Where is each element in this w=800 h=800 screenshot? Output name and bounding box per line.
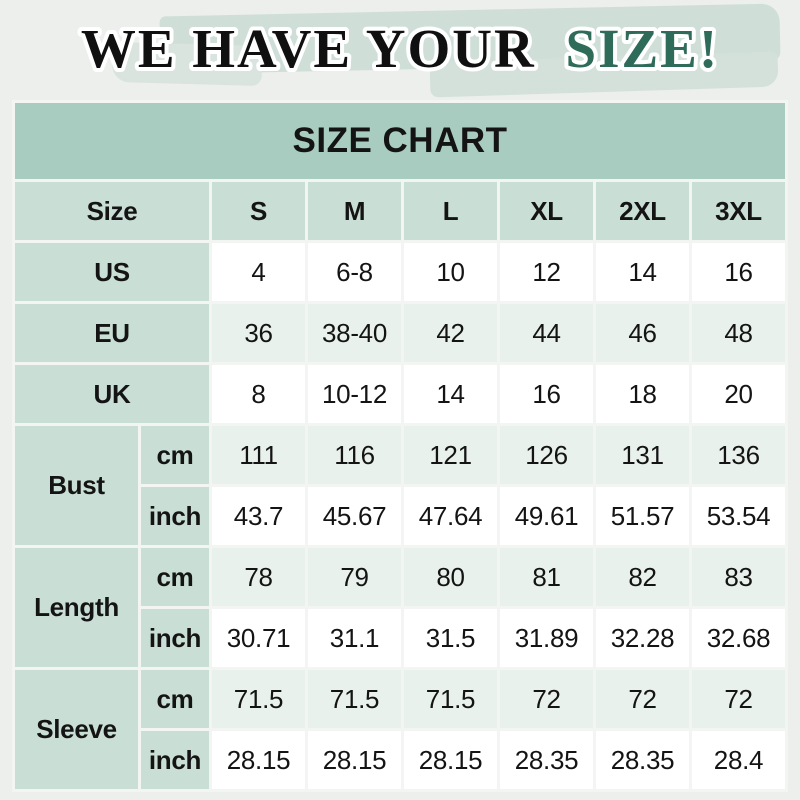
uk-value-cell: 18 xyxy=(596,365,689,423)
bust-label-cell: Bust xyxy=(15,426,138,545)
sleeve-cm-cell: 72 xyxy=(596,670,689,728)
length-cm-cell: 83 xyxy=(692,548,785,606)
bust-cm-cell: 136 xyxy=(692,426,785,484)
bust-cm-cell: 116 xyxy=(308,426,401,484)
length-cm-unit-cell: cm xyxy=(141,548,209,606)
us-value-cell: 14 xyxy=(596,243,689,301)
length-cm-cell: 82 xyxy=(596,548,689,606)
us-size-row: US 4 6-8 10 12 14 16 xyxy=(15,243,785,301)
table-title: SIZE CHART xyxy=(15,103,785,179)
size-cell-3xl: 3XL xyxy=(692,182,785,240)
us-value-cell: 16 xyxy=(692,243,785,301)
uk-value-cell: 14 xyxy=(404,365,497,423)
svg-text:WE HAVE YOUR SIZE!: WE HAVE YOUR SIZE! xyxy=(81,18,719,79)
length-inch-cell: 32.28 xyxy=(596,609,689,667)
sleeve-cm-unit-cell: cm xyxy=(141,670,209,728)
uk-value-cell: 10-12 xyxy=(308,365,401,423)
us-label-cell: US xyxy=(15,243,209,301)
length-inch-row: inch 30.71 31.1 31.5 31.89 32.28 32.68 xyxy=(15,609,785,667)
uk-size-row: UK 8 10-12 14 16 18 20 xyxy=(15,365,785,423)
eu-value-cell: 46 xyxy=(596,304,689,362)
bust-inch-cell: 49.61 xyxy=(500,487,593,545)
size-cell-2xl: 2XL xyxy=(596,182,689,240)
length-inch-cell: 32.68 xyxy=(692,609,785,667)
eu-value-cell: 44 xyxy=(500,304,593,362)
sleeve-cm-cell: 71.5 xyxy=(308,670,401,728)
us-value-cell: 10 xyxy=(404,243,497,301)
size-label-cell: Size xyxy=(15,182,209,240)
bust-cm-cell: 131 xyxy=(596,426,689,484)
bust-inch-unit-cell: inch xyxy=(141,487,209,545)
table-title-row: SIZE CHART xyxy=(15,103,785,179)
eu-value-cell: 38-40 xyxy=(308,304,401,362)
bust-cm-cell: 121 xyxy=(404,426,497,484)
sleeve-inch-cell: 28.4 xyxy=(692,731,785,789)
sleeve-inch-cell: 28.35 xyxy=(596,731,689,789)
us-value-cell: 12 xyxy=(500,243,593,301)
sleeve-cm-cell: 72 xyxy=(500,670,593,728)
sleeve-inch-unit-cell: inch xyxy=(141,731,209,789)
bust-cm-cell: 126 xyxy=(500,426,593,484)
bust-cm-unit-cell: cm xyxy=(141,426,209,484)
bust-cm-cell: 111 xyxy=(212,426,305,484)
eu-value-cell: 48 xyxy=(692,304,785,362)
eu-value-cell: 42 xyxy=(404,304,497,362)
sleeve-inch-cell: 28.15 xyxy=(308,731,401,789)
length-inch-cell: 31.1 xyxy=(308,609,401,667)
uk-value-cell: 20 xyxy=(692,365,785,423)
size-cell-l: L xyxy=(404,182,497,240)
size-chart-table: SIZE CHART Size S M L XL 2XL 3XL US 4 6-… xyxy=(12,100,788,792)
uk-value-cell: 16 xyxy=(500,365,593,423)
eu-label-cell: EU xyxy=(15,304,209,362)
length-cm-cell: 81 xyxy=(500,548,593,606)
length-cm-cell: 78 xyxy=(212,548,305,606)
length-cm-row: Length cm 78 79 80 81 82 83 xyxy=(15,548,785,667)
uk-value-cell: 8 xyxy=(212,365,305,423)
sleeve-inch-row: inch 28.15 28.15 28.15 28.35 28.35 28.4 xyxy=(15,731,785,789)
bust-inch-cell: 45.67 xyxy=(308,487,401,545)
sleeve-inch-cell: 28.15 xyxy=(212,731,305,789)
bust-cm-row: Bust cm 111 116 121 126 131 136 xyxy=(15,426,785,545)
length-cm-cell: 80 xyxy=(404,548,497,606)
eu-size-row: EU 36 38-40 42 44 46 48 xyxy=(15,304,785,362)
title-highlight: SIZE! xyxy=(565,18,719,79)
sleeve-cm-cell: 71.5 xyxy=(212,670,305,728)
length-label-cell: Length xyxy=(15,548,138,667)
page-title: WE HAVE YOUR SIZE! xyxy=(77,14,721,83)
sleeve-cm-cell: 71.5 xyxy=(404,670,497,728)
bust-inch-cell: 47.64 xyxy=(404,487,497,545)
sleeve-inch-cell: 28.35 xyxy=(500,731,593,789)
size-cell-m: M xyxy=(308,182,401,240)
eu-value-cell: 36 xyxy=(212,304,305,362)
uk-label-cell: UK xyxy=(15,365,209,423)
bust-inch-cell: 43.7 xyxy=(212,487,305,545)
sleeve-cm-cell: 72 xyxy=(692,670,785,728)
length-cm-cell: 79 xyxy=(308,548,401,606)
size-cell-s: S xyxy=(212,182,305,240)
size-header-row: Size S M L XL 2XL 3XL xyxy=(15,182,785,240)
size-cell-xl: XL xyxy=(500,182,593,240)
length-inch-unit-cell: inch xyxy=(141,609,209,667)
length-inch-cell: 31.89 xyxy=(500,609,593,667)
length-inch-cell: 30.71 xyxy=(212,609,305,667)
us-value-cell: 4 xyxy=(212,243,305,301)
us-value-cell: 6-8 xyxy=(308,243,401,301)
sleeve-inch-cell: 28.15 xyxy=(404,731,497,789)
bust-inch-cell: 51.57 xyxy=(596,487,689,545)
sleeve-label-cell: Sleeve xyxy=(15,670,138,789)
sleeve-cm-row: Sleeve cm 71.5 71.5 71.5 72 72 72 xyxy=(15,670,785,789)
bust-inch-cell: 53.54 xyxy=(692,487,785,545)
title-banner: WE HAVE YOUR SIZE! xyxy=(0,0,800,100)
title-prefix: WE HAVE YOUR xyxy=(81,18,536,79)
bust-inch-row: inch 43.7 45.67 47.64 49.61 51.57 53.54 xyxy=(15,487,785,545)
length-inch-cell: 31.5 xyxy=(404,609,497,667)
